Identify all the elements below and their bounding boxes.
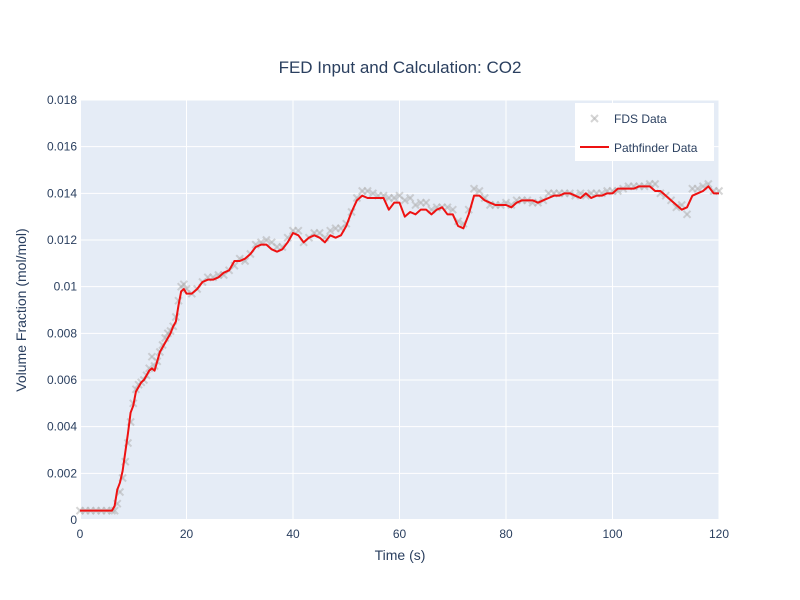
y-tick-label: 0.018 — [47, 93, 77, 107]
y-tick-label: 0.008 — [47, 326, 77, 340]
x-tick-label: 80 — [499, 527, 513, 541]
y-tick-label: 0.004 — [47, 420, 77, 434]
x-tick-label: 20 — [180, 527, 194, 541]
data-point — [326, 226, 335, 235]
marker-stroke — [267, 238, 276, 247]
marker-stroke — [704, 179, 713, 189]
data-point — [145, 364, 154, 373]
chart-title: FED Input and Calculation: CO2 — [279, 58, 522, 77]
marker-stroke — [475, 186, 484, 196]
marker-stroke — [283, 233, 292, 242]
data-point — [475, 186, 484, 196]
y-tick-label: 0.002 — [47, 466, 77, 480]
y-axis-title: Volume Fraction (mol/mol) — [13, 228, 29, 391]
marker-stroke — [147, 352, 157, 361]
marker-stroke — [672, 203, 681, 212]
marker-stroke — [581, 191, 591, 200]
marker-stroke — [110, 506, 119, 515]
marker-stroke — [590, 114, 599, 123]
marker-stroke — [352, 193, 362, 203]
data-point — [581, 191, 591, 200]
series-layer — [75, 179, 724, 515]
legend-background — [575, 103, 714, 161]
data-point — [469, 184, 479, 193]
data-point — [179, 280, 189, 289]
legend-marker — [590, 114, 599, 123]
marker-stroke — [405, 193, 415, 203]
marker-stroke — [576, 189, 585, 198]
marker-stroke — [448, 205, 457, 214]
y-tick-label: 0.014 — [47, 186, 77, 200]
data-point — [389, 193, 399, 203]
data-point — [352, 193, 362, 203]
marker-stroke — [411, 200, 420, 210]
data-point — [294, 226, 303, 235]
data-point — [363, 186, 372, 196]
legend-label-pathfinder: Pathfinder Data — [614, 141, 698, 155]
marker-stroke — [453, 217, 463, 226]
series-pathfinder — [80, 185, 719, 512]
series-line — [80, 185, 719, 512]
marker-stroke — [400, 196, 410, 205]
marker-stroke — [480, 193, 489, 203]
marker-stroke — [368, 189, 378, 198]
y-tick-label: 0.006 — [47, 373, 77, 387]
legend-label-fds: FDS Data — [614, 112, 667, 126]
marker-stroke — [251, 240, 260, 249]
marker-stroke — [469, 184, 479, 193]
marker-stroke — [363, 186, 372, 196]
data-point — [368, 189, 378, 198]
data-point — [704, 179, 713, 189]
data-point — [650, 179, 660, 189]
x-tick-label: 0 — [77, 527, 84, 541]
marker-stroke — [115, 487, 125, 497]
data-point — [693, 184, 702, 193]
data-point — [672, 203, 681, 212]
legend-marker-x-icon — [590, 114, 599, 123]
y-tick-label: 0 — [70, 513, 77, 527]
x-tick-label: 40 — [286, 527, 300, 541]
marker-stroke — [240, 256, 250, 266]
y-tick-label: 0.016 — [47, 140, 77, 154]
y-tick-label: 0.01 — [54, 280, 78, 294]
marker-stroke — [326, 226, 335, 235]
marker-stroke — [421, 198, 431, 207]
legend-item-pathfinder[interactable]: Pathfinder Data — [580, 141, 698, 155]
data-point — [262, 235, 271, 245]
data-point — [405, 193, 415, 203]
marker-stroke — [160, 333, 170, 343]
marker-stroke — [693, 184, 702, 193]
marker-stroke — [682, 210, 692, 219]
legend-item-fds[interactable]: FDS Data — [590, 112, 667, 126]
marker-stroke — [179, 280, 189, 289]
data-point — [400, 196, 410, 205]
marker-stroke — [698, 182, 708, 191]
marker-stroke — [315, 228, 324, 238]
y-tick-label: 0.012 — [47, 233, 77, 247]
marker-stroke — [230, 261, 239, 270]
marker-stroke — [656, 189, 665, 198]
tick-labels: 0 20 40 60 80 100 120 0 0.002 0.004 0.006 0.008 0.01… — [47, 93, 729, 541]
marker-stroke — [145, 364, 154, 373]
legend: FDS Data Pathfinder Data — [575, 103, 714, 161]
marker-stroke — [650, 179, 660, 189]
marker-stroke — [262, 235, 271, 245]
x-tick-label: 60 — [393, 527, 407, 541]
marker-stroke — [395, 191, 404, 200]
data-point — [682, 210, 692, 219]
x-tick-label: 120 — [709, 527, 729, 541]
data-point — [421, 198, 431, 207]
data-point — [411, 200, 420, 210]
x-tick-label: 100 — [602, 527, 622, 541]
marker-stroke — [389, 193, 399, 203]
gridlines — [79, 99, 720, 521]
data-point — [448, 205, 457, 214]
x-axis-title: Time (s) — [375, 547, 426, 563]
marker-stroke — [294, 226, 303, 235]
